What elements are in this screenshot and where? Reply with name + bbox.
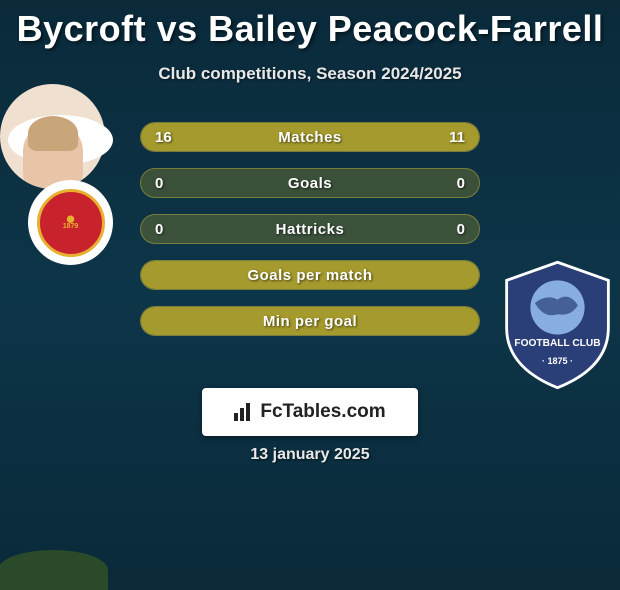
stat-row-matches: 16 Matches 11	[140, 122, 480, 152]
club-left-year: 1879	[63, 223, 79, 230]
stat-label: Hattricks	[141, 221, 479, 238]
stat-right-value: 0	[457, 221, 465, 238]
club-right-badge: FOOTBALL CLUB · 1875 ·	[500, 260, 615, 390]
stats-panel: 16 Matches 11 0 Goals 0 0 Hattricks 0 Go…	[140, 122, 480, 352]
stat-label: Matches	[141, 129, 479, 146]
stat-right-value: 0	[457, 175, 465, 192]
stat-label: Goals per match	[141, 267, 479, 284]
svg-text:· 1875 ·: · 1875 ·	[542, 356, 573, 366]
brand-logo: FcTables.com	[202, 388, 418, 436]
club-left-badge: ⬤ 1879	[28, 180, 113, 265]
stat-row-gpm: Goals per match	[140, 260, 480, 290]
chart-icon	[234, 403, 254, 421]
subtitle: Club competitions, Season 2024/2025	[0, 64, 620, 84]
stat-label: Min per goal	[141, 313, 479, 330]
brand-name: FcTables.com	[260, 401, 385, 423]
page-title: Bycroft vs Bailey Peacock-Farrell	[0, 0, 620, 50]
stat-row-goals: 0 Goals 0	[140, 168, 480, 198]
stat-right-value: 11	[449, 129, 465, 146]
svg-text:FOOTBALL CLUB: FOOTBALL CLUB	[514, 338, 600, 349]
stat-row-hattricks: 0 Hattricks 0	[140, 214, 480, 244]
stat-row-mpg: Min per goal	[140, 306, 480, 336]
stat-label: Goals	[141, 175, 479, 192]
date-label: 13 january 2025	[0, 446, 620, 464]
